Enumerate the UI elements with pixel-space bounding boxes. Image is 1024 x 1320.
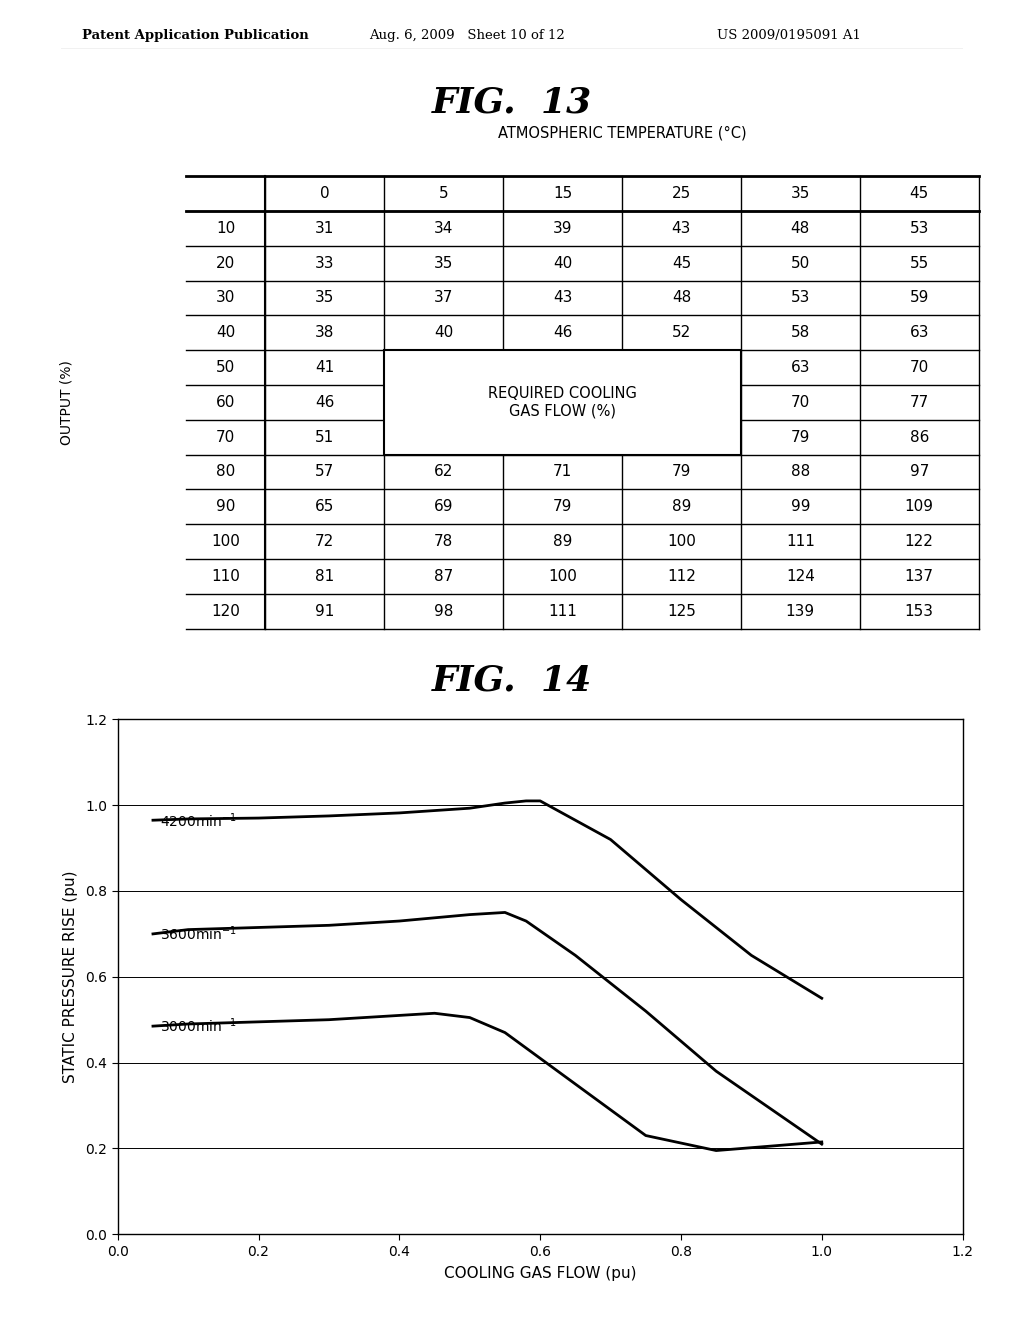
Y-axis label: STATIC PRESSURE RISE (pu): STATIC PRESSURE RISE (pu) (63, 871, 79, 1082)
Text: 39: 39 (553, 220, 572, 236)
Text: 71: 71 (553, 465, 572, 479)
Text: 35: 35 (791, 186, 810, 201)
Text: 40: 40 (216, 325, 236, 341)
Text: 91: 91 (315, 603, 335, 619)
Text: 87: 87 (434, 569, 454, 583)
Text: 45: 45 (672, 256, 691, 271)
Text: 122: 122 (905, 535, 934, 549)
Text: Aug. 6, 2009   Sheet 10 of 12: Aug. 6, 2009 Sheet 10 of 12 (369, 29, 564, 42)
Text: Patent Application Publication: Patent Application Publication (82, 29, 308, 42)
Text: 59: 59 (909, 290, 929, 305)
Text: 5: 5 (439, 186, 449, 201)
Text: 70: 70 (909, 360, 929, 375)
Text: 112: 112 (667, 569, 696, 583)
Text: 3000min$^{-1}$: 3000min$^{-1}$ (160, 1016, 237, 1035)
Text: 58: 58 (791, 325, 810, 341)
Text: 10: 10 (216, 220, 236, 236)
Text: 62: 62 (434, 465, 454, 479)
Text: 4200min$^{-1}$: 4200min$^{-1}$ (160, 810, 237, 829)
Text: 40: 40 (553, 256, 572, 271)
Text: 79: 79 (553, 499, 572, 515)
Text: 3600min$^{-1}$: 3600min$^{-1}$ (160, 924, 237, 944)
Text: FIG.  13: FIG. 13 (432, 86, 592, 120)
Text: 79: 79 (672, 465, 691, 479)
Text: 50: 50 (791, 256, 810, 271)
Text: 100: 100 (667, 535, 696, 549)
Text: 139: 139 (785, 603, 815, 619)
Text: 80: 80 (216, 465, 236, 479)
Text: 77: 77 (909, 395, 929, 411)
Text: 41: 41 (315, 360, 335, 375)
X-axis label: COOLING GAS FLOW (pu): COOLING GAS FLOW (pu) (444, 1266, 636, 1280)
Text: FIG.  14: FIG. 14 (432, 664, 592, 698)
Text: 40: 40 (434, 325, 454, 341)
Text: 63: 63 (909, 325, 929, 341)
Text: 70: 70 (216, 430, 236, 445)
Text: OUTPUT (%): OUTPUT (%) (59, 360, 74, 445)
Text: 37: 37 (434, 290, 454, 305)
Text: 99: 99 (791, 499, 810, 515)
Text: 25: 25 (672, 186, 691, 201)
Text: 109: 109 (904, 499, 934, 515)
Text: 100: 100 (548, 569, 577, 583)
Text: 52: 52 (672, 325, 691, 341)
Text: 63: 63 (791, 360, 810, 375)
Text: 48: 48 (791, 220, 810, 236)
Text: 137: 137 (904, 569, 934, 583)
Text: 48: 48 (672, 290, 691, 305)
Text: 89: 89 (672, 499, 691, 515)
Text: 88: 88 (791, 465, 810, 479)
Text: US 2009/0195091 A1: US 2009/0195091 A1 (717, 29, 861, 42)
Text: 79: 79 (791, 430, 810, 445)
Text: 111: 111 (785, 535, 815, 549)
Text: ATMOSPHERIC TEMPERATURE (°C): ATMOSPHERIC TEMPERATURE (°C) (498, 125, 746, 141)
Text: 90: 90 (216, 499, 236, 515)
Text: 100: 100 (211, 535, 240, 549)
Text: 110: 110 (211, 569, 240, 583)
Text: 31: 31 (315, 220, 335, 236)
Text: 125: 125 (667, 603, 696, 619)
Text: 53: 53 (909, 220, 929, 236)
Text: 0: 0 (319, 186, 330, 201)
Text: 89: 89 (553, 535, 572, 549)
Text: 33: 33 (315, 256, 335, 271)
Text: 86: 86 (909, 430, 929, 445)
Text: 153: 153 (904, 603, 934, 619)
Text: 30: 30 (216, 290, 236, 305)
Text: 35: 35 (434, 256, 454, 271)
Text: 97: 97 (909, 465, 929, 479)
Text: 35: 35 (315, 290, 335, 305)
Text: 124: 124 (785, 569, 815, 583)
Text: 50: 50 (216, 360, 236, 375)
Text: 38: 38 (315, 325, 335, 341)
Text: 46: 46 (553, 325, 572, 341)
Text: 53: 53 (791, 290, 810, 305)
Text: REQUIRED COOLING
GAS FLOW (%): REQUIRED COOLING GAS FLOW (%) (488, 387, 637, 418)
Text: 111: 111 (548, 603, 577, 619)
Text: 69: 69 (434, 499, 454, 515)
Text: 98: 98 (434, 603, 454, 619)
Text: 45: 45 (909, 186, 929, 201)
Text: 55: 55 (909, 256, 929, 271)
Text: 43: 43 (672, 220, 691, 236)
Text: 72: 72 (315, 535, 335, 549)
Text: 60: 60 (216, 395, 236, 411)
Text: 81: 81 (315, 569, 335, 583)
Text: 70: 70 (791, 395, 810, 411)
Text: 57: 57 (315, 465, 335, 479)
Text: 46: 46 (315, 395, 335, 411)
Text: 15: 15 (553, 186, 572, 201)
Text: 51: 51 (315, 430, 335, 445)
Text: 20: 20 (216, 256, 236, 271)
Bar (384, 350, 741, 454)
Text: 43: 43 (553, 290, 572, 305)
Text: 78: 78 (434, 535, 454, 549)
Text: 65: 65 (315, 499, 335, 515)
Text: 120: 120 (211, 603, 240, 619)
Text: 34: 34 (434, 220, 454, 236)
